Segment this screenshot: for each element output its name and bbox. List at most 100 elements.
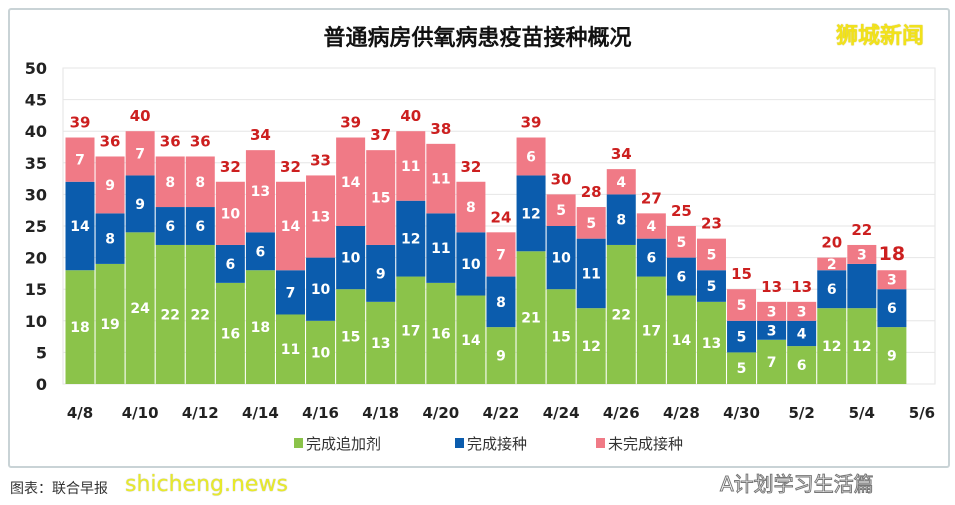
source-text: 图表：联合早报 [10,481,108,497]
total-label: 39 [70,114,91,132]
segment-label: 12 [521,206,540,222]
bar-boosted [155,244,185,384]
bar-unvaccinated [486,232,516,277]
segment-label: 5 [707,279,717,295]
segment-label: 3 [767,323,777,339]
bar-vaccinated [877,289,907,328]
bar-vaccinated [336,226,366,290]
segment-label: 11 [581,266,600,282]
y-tick-label: 45 [25,91,47,110]
segment-label: 15 [371,191,390,207]
segment-label: 22 [612,307,631,323]
bar-unvaccinated [877,270,907,290]
bar-boosted [486,327,516,384]
bar-unvaccinated [245,150,275,233]
bar-vaccinated [666,257,696,296]
bar-vaccinated [65,181,95,271]
bar-boosted [215,282,245,384]
total-label: 40 [130,107,151,125]
bar-vaccinated [456,232,486,296]
bar-boosted [306,320,336,384]
segment-label: 7 [75,153,85,169]
segment-label: 13 [371,336,390,352]
bar-boosted [185,244,215,384]
segment-label: 14 [672,333,692,349]
segment-label: 7 [135,146,145,162]
total-label: 34 [611,145,632,163]
bar-unvaccinated [306,175,336,258]
bar-vaccinated [245,232,275,271]
y-tick-label: 20 [25,249,47,268]
x-tick-label: 4/10 [122,404,159,422]
total-label: 27 [641,189,662,207]
segment-label: 10 [341,251,361,267]
segment-label: 4 [646,219,656,235]
total-label: 37 [370,126,391,144]
segment-label: 9 [376,266,386,282]
bar-boosted [817,308,847,384]
total-label: 13 [761,278,782,296]
x-tick-label: 4/30 [723,404,760,422]
segment-label: 6 [256,244,266,260]
segment-label: 6 [225,257,235,273]
segment-label: 13 [311,210,330,226]
x-tick-label: 4/12 [182,404,219,422]
segment-label: 2 [827,257,837,273]
bar-vaccinated [426,213,456,283]
y-tick-label: 30 [25,185,47,204]
segment-label: 8 [105,232,115,248]
segment-label: 17 [642,323,661,339]
bar-unvaccinated [576,207,606,239]
bar-vaccinated [155,207,185,245]
bar-boosted [456,295,486,384]
bar-vaccinated [125,175,155,233]
segment-label: 4 [797,326,807,342]
y-tick-label: 10 [25,312,47,331]
legend-label: 未完成接种 [608,435,683,453]
segment-label: 6 [646,251,656,267]
segment-label: 9 [496,349,506,365]
bar-vaccinated [95,213,125,264]
x-tick-label: 5/4 [849,404,875,422]
bar-unvaccinated [546,194,576,226]
segment-label: 7 [496,247,506,263]
bar-unvaccinated [696,238,726,271]
segment-label: 9 [105,178,115,194]
total-label: 32 [280,158,301,176]
bar-vaccinated [275,270,305,315]
bar-boosted [516,251,546,384]
bar-unvaccinated [275,181,305,271]
bar-unvaccinated [336,137,366,226]
total-label: 24 [491,208,512,226]
segment-label: 19 [100,317,119,333]
total-label: 39 [521,114,542,132]
bar-boosted [426,282,456,384]
bar-vaccinated [396,200,426,277]
bar-vaccinated [576,238,606,309]
bar-unvaccinated [456,181,486,233]
segment-label: 12 [852,339,871,355]
bar-boosted [847,308,877,384]
total-label: 20 [821,234,842,252]
x-tick-label: 5/6 [909,404,935,422]
x-tick-label: 4/16 [302,404,339,422]
bar-vaccinated [546,226,576,290]
total-label: 15 [731,265,752,283]
y-tick-label: 40 [25,122,47,141]
total-label: 32 [220,158,241,176]
segment-label: 10 [311,345,331,361]
bar-unvaccinated [185,156,215,208]
segment-label: 24 [130,301,150,317]
total-label: 28 [581,183,602,201]
segment-label: 8 [195,175,205,191]
bar-vaccinated [787,320,817,347]
bar-unvaccinated [65,137,95,182]
total-label: 36 [160,132,181,150]
x-tick-label: 4/26 [603,404,640,422]
legend-label: 完成接种 [467,435,527,453]
segment-label: 11 [281,342,300,358]
segment-label: 14 [461,333,481,349]
bar-boosted [245,270,275,384]
segment-label: 12 [822,339,841,355]
bar-boosted [366,301,396,384]
